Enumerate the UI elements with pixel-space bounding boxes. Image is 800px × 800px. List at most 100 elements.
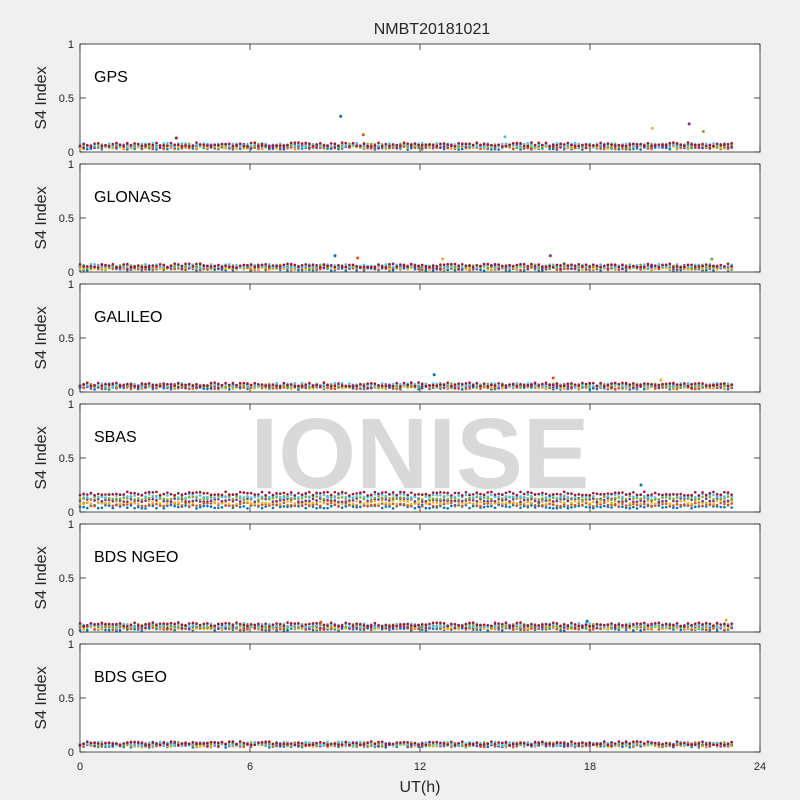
data-point: [362, 265, 366, 269]
data-point: [369, 142, 373, 146]
data-point: [213, 500, 217, 504]
data-point: [147, 499, 151, 503]
data-point: [155, 498, 158, 502]
data-point: [468, 267, 471, 271]
data-point: [632, 145, 635, 148]
data-point: [406, 148, 409, 151]
data-point: [726, 495, 730, 499]
data-point: [501, 142, 504, 146]
y-tick-label: 1: [68, 279, 74, 291]
data-point: [136, 493, 140, 496]
data-point: [217, 146, 220, 150]
data-point: [337, 266, 340, 269]
data-point: [85, 506, 89, 510]
data-point: [602, 384, 606, 388]
data-point: [479, 268, 482, 272]
data-point: [340, 145, 344, 149]
data-point: [453, 262, 457, 266]
data-point: [329, 142, 333, 145]
data-point: [85, 384, 89, 387]
data-point: [96, 145, 100, 149]
data-point: [457, 145, 460, 148]
data-point: [151, 491, 155, 494]
data-point: [297, 265, 300, 268]
data-point: [340, 141, 344, 144]
data-point: [220, 506, 224, 509]
data-point: [158, 146, 162, 149]
data-point: [391, 384, 395, 388]
data-point: [231, 381, 235, 385]
data-point: [599, 385, 602, 389]
data-point: [450, 266, 453, 270]
data-point: [315, 146, 318, 149]
data-point: [253, 265, 257, 269]
data-point: [690, 267, 693, 270]
data-point: [519, 144, 522, 148]
y-tick-label: 1: [68, 39, 74, 51]
y-axis-label: S4 Index: [33, 426, 50, 489]
data-point: [719, 263, 723, 267]
data-point: [635, 143, 639, 146]
data-point: [249, 263, 253, 266]
data-point: [155, 265, 158, 268]
data-point: [268, 144, 271, 148]
data-point: [118, 493, 122, 497]
data-point: [610, 382, 613, 385]
data-point: [573, 264, 577, 268]
data-point: [147, 145, 151, 148]
data-point: [136, 384, 140, 388]
data-point: [369, 381, 373, 385]
data-point: [599, 381, 602, 385]
data-point: [704, 501, 708, 504]
data-point: [224, 142, 227, 146]
data-point: [300, 142, 304, 145]
data-point: [664, 143, 668, 147]
data-point: [140, 382, 144, 385]
data-point: [155, 145, 158, 148]
data-point: [180, 496, 184, 500]
data-point: [220, 265, 224, 269]
data-point: [650, 144, 653, 148]
data-point: [533, 381, 537, 385]
data-point: [628, 502, 632, 505]
data-point: [187, 500, 191, 503]
data-point: [446, 143, 450, 146]
data-point: [420, 263, 424, 267]
data-point: [693, 382, 697, 385]
data-point: [431, 383, 435, 387]
data-point: [471, 143, 475, 147]
data-point: [712, 269, 715, 272]
data-point: [231, 144, 235, 148]
data-point: [264, 384, 267, 388]
data-point: [82, 265, 85, 268]
data-point: [617, 504, 621, 508]
data-point: [606, 503, 610, 507]
data-point: [486, 146, 490, 149]
data-point: [701, 146, 704, 150]
data-point: [417, 146, 420, 149]
data-point: [249, 144, 253, 148]
data-point: [581, 143, 584, 147]
data-point: [140, 498, 144, 501]
data-point: [147, 147, 151, 150]
data-point: [592, 263, 595, 266]
data-point: [286, 266, 289, 269]
data-point: [555, 382, 559, 385]
data-point: [289, 383, 293, 386]
data-point: [322, 263, 326, 266]
data-point: [198, 143, 202, 146]
data-point: [78, 142, 82, 145]
data-point: [195, 146, 198, 150]
data-point: [111, 144, 115, 148]
data-point: [249, 268, 253, 272]
data-point: [690, 263, 693, 267]
data-point: [158, 504, 162, 507]
data-point: [708, 143, 712, 147]
data-point: [166, 382, 169, 386]
data-point: [602, 498, 606, 502]
data-point: [406, 145, 409, 149]
data-point: [599, 269, 602, 272]
data-point: [246, 263, 249, 267]
data-point: [592, 381, 595, 385]
data-point: [548, 145, 551, 148]
